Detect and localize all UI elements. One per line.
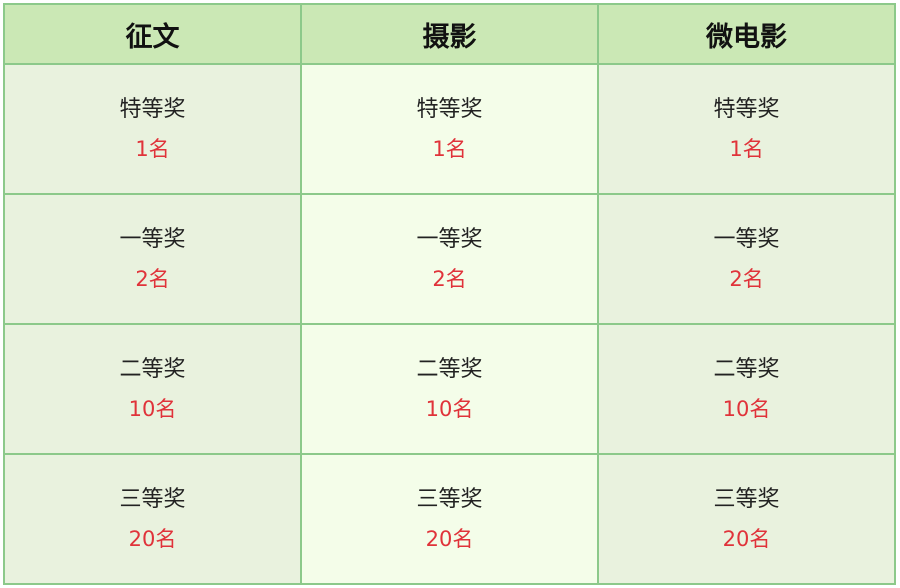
award-count: 10名	[425, 397, 474, 421]
award-cell: 三等奖 20名	[300, 453, 599, 585]
header-micro-film: 微电影	[597, 3, 896, 65]
award-count: 20名	[128, 527, 177, 551]
award-level: 二等奖	[416, 357, 483, 382]
table-row: 一等奖 2名 一等奖 2名 一等奖 2名	[3, 193, 896, 325]
award-count: 2名	[432, 267, 467, 291]
award-level: 一等奖	[416, 227, 483, 252]
awards-table: 征文 摄影 微电影 特等奖 1名 特等奖 1名 特等奖 1名一等奖 2名 一等奖 2名 一等奖 2名…	[3, 3, 896, 585]
award-count: 1名	[135, 137, 170, 161]
award-count: 1名	[729, 137, 764, 161]
award-cell: 特等奖 1名	[3, 63, 302, 195]
award-count: 2名	[729, 267, 764, 291]
header-row: 征文 摄影 微电影	[3, 3, 896, 65]
table-row: 特等奖 1名 特等奖 1名 特等奖 1名	[3, 63, 896, 195]
award-cell: 一等奖 2名	[300, 193, 599, 325]
award-count: 2名	[135, 267, 170, 291]
award-cell: 特等奖 1名	[300, 63, 599, 195]
award-level: 三等奖	[119, 487, 186, 512]
award-cell: 一等奖 2名	[597, 193, 896, 325]
award-level: 一等奖	[119, 227, 186, 252]
table-row: 三等奖 20名 三等奖 20名 三等奖 20名	[3, 453, 896, 585]
award-level: 特等奖	[119, 97, 186, 122]
award-count: 10名	[722, 397, 771, 421]
award-count: 1名	[432, 137, 467, 161]
award-cell: 二等奖 10名	[300, 323, 599, 455]
award-cell: 三等奖 20名	[597, 453, 896, 585]
award-cell: 二等奖 10名	[597, 323, 896, 455]
award-count: 20名	[722, 527, 771, 551]
award-level: 特等奖	[713, 97, 780, 122]
award-level: 三等奖	[713, 487, 780, 512]
award-level: 二等奖	[119, 357, 186, 382]
award-cell: 三等奖 20名	[3, 453, 302, 585]
award-cell: 二等奖 10名	[3, 323, 302, 455]
award-count: 10名	[128, 397, 177, 421]
header-essay: 征文	[3, 3, 302, 65]
award-level: 二等奖	[713, 357, 780, 382]
award-cell: 特等奖 1名	[597, 63, 896, 195]
award-level: 三等奖	[416, 487, 483, 512]
header-photography: 摄影	[300, 3, 599, 65]
award-level: 特等奖	[416, 97, 483, 122]
award-level: 一等奖	[713, 227, 780, 252]
award-count: 20名	[425, 527, 474, 551]
table-row: 二等奖 10名 二等奖 10名 二等奖 10名	[3, 323, 896, 455]
award-cell: 一等奖 2名	[3, 193, 302, 325]
